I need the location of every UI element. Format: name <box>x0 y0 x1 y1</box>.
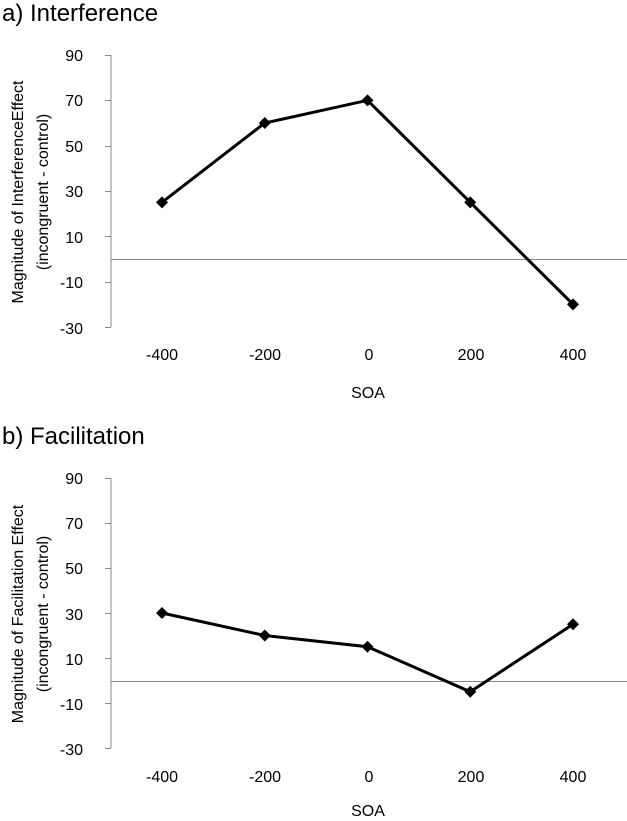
data-point-marker <box>464 196 477 209</box>
data-point-marker <box>361 640 374 653</box>
y-tick-label: 90 <box>65 471 83 488</box>
y-tick-label: 50 <box>65 139 83 156</box>
y-axis-label-line1: Magnitude of Facilitation Effect <box>10 504 27 723</box>
y-tick-label: -10 <box>60 697 83 714</box>
x-tick-label: 200 <box>458 769 485 786</box>
x-tick-label: 0 <box>365 347 374 364</box>
y-axis-label-line2: (incongruent - control) <box>35 536 52 693</box>
y-tick-label: -10 <box>60 275 83 292</box>
y-tick-label: 70 <box>65 93 83 110</box>
plot-area <box>105 478 627 749</box>
chart-panel-facilitation: b) Facilitation Magnitude of Facilitatio… <box>2 423 627 820</box>
data-point-marker <box>361 94 374 107</box>
x-tick-label: 200 <box>458 347 485 364</box>
data-point-marker <box>156 607 168 619</box>
x-axis-label: SOA <box>351 803 385 820</box>
x-tick-labels: -400 -200 0 200 400 <box>146 347 586 364</box>
y-axis-label-line2: (incongruent - control) <box>35 114 52 271</box>
x-tick-label: 0 <box>365 769 374 786</box>
y-tick-label: 30 <box>65 184 83 201</box>
chart-panel-interference: a) Interference Magnitude of Interferenc… <box>2 0 627 402</box>
x-tick-label: 400 <box>560 347 587 364</box>
x-tick-label: 400 <box>560 769 587 786</box>
data-point-marker <box>567 618 579 631</box>
y-tick-labels: 90 70 50 30 10 -10 -30 <box>60 48 83 338</box>
y-tick-label: 30 <box>65 607 83 624</box>
chart-title: b) Facilitation <box>2 423 145 450</box>
x-tick-label: -200 <box>249 347 281 364</box>
x-tick-label: -400 <box>146 347 178 364</box>
y-tick-label: 10 <box>65 230 83 247</box>
x-tick-label: -400 <box>146 769 178 786</box>
y-tick-label: -30 <box>60 321 83 338</box>
data-point-marker <box>258 117 271 129</box>
x-tick-label: -200 <box>249 769 281 786</box>
x-tick-labels: -400 -200 0 200 400 <box>146 769 586 786</box>
series-line <box>161 98 575 306</box>
data-point-marker <box>464 685 477 698</box>
y-tick-label: 70 <box>65 516 83 533</box>
data-point-marker <box>567 298 579 311</box>
y-tick-label: 10 <box>65 652 83 669</box>
plot-area <box>105 55 627 328</box>
y-tick-label: 90 <box>65 48 83 65</box>
x-axis-label: SOA <box>351 385 385 402</box>
y-axis-label-line1: Magnitude of InterferenceEffect <box>10 80 27 304</box>
y-tick-labels: 90 70 50 30 10 -10 -30 <box>60 471 83 759</box>
y-tick-label: -30 <box>60 742 83 759</box>
chart-title: a) Interference <box>2 0 158 27</box>
y-tick-label: 50 <box>65 561 83 578</box>
data-point-marker <box>156 196 168 209</box>
data-point-marker <box>258 629 271 642</box>
